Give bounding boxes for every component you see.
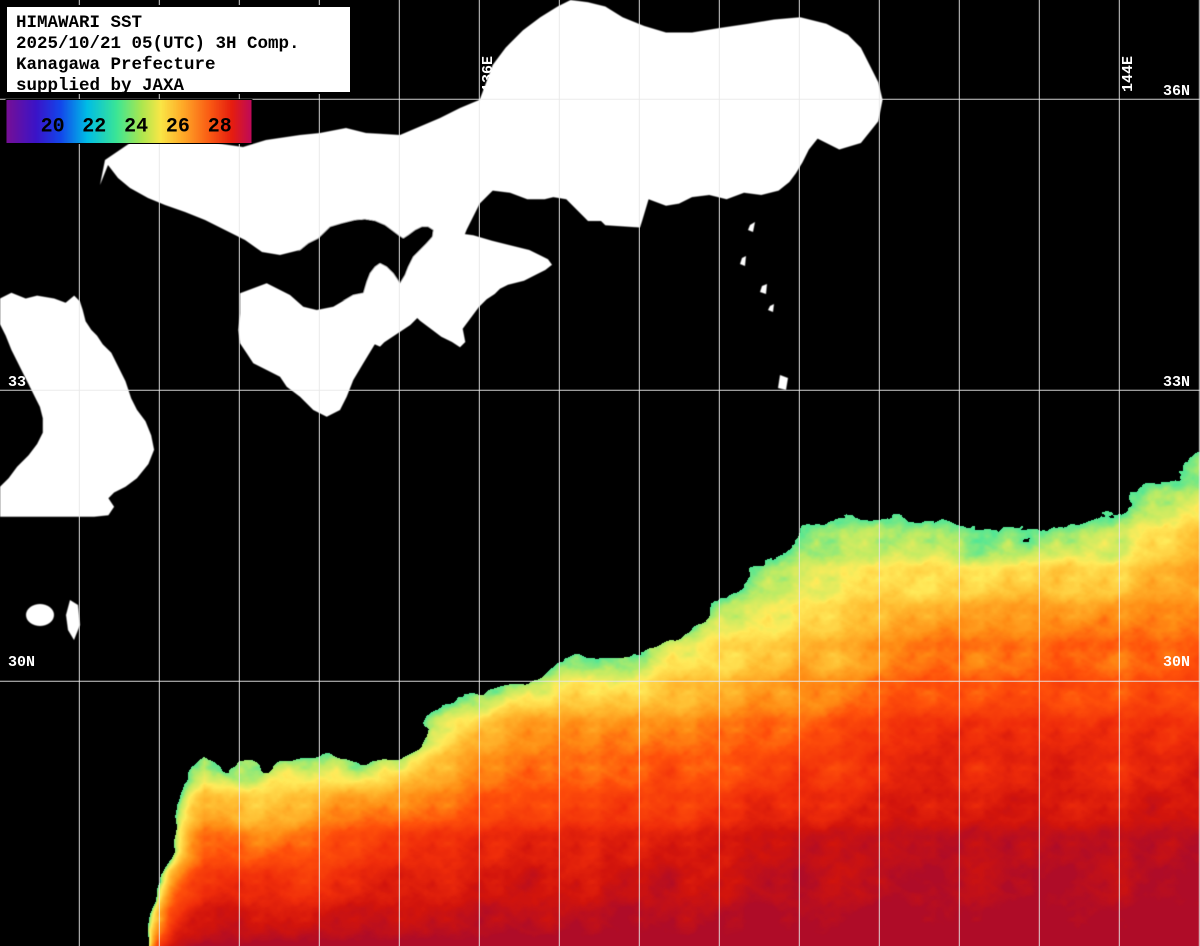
svg-text:144E: 144E (1120, 56, 1137, 92)
svg-text:HIMAWARI SST: HIMAWARI SST (16, 13, 142, 33)
svg-text:22: 22 (82, 116, 106, 139)
svg-text:26: 26 (166, 116, 190, 139)
svg-text:36N: 36N (1163, 83, 1190, 100)
svg-text:30N: 30N (1163, 654, 1190, 671)
svg-text:20: 20 (41, 116, 65, 139)
svg-text:Kanagawa Prefecture: Kanagawa Prefecture (16, 55, 216, 75)
svg-text:33: 33 (8, 374, 26, 391)
svg-text:supplied by JAXA: supplied by JAXA (16, 76, 185, 96)
svg-text:136E: 136E (480, 56, 497, 92)
svg-text:2025/10/21 05(UTC) 3H Comp.: 2025/10/21 05(UTC) 3H Comp. (16, 34, 300, 54)
svg-text:24: 24 (124, 116, 148, 139)
svg-text:33N: 33N (1163, 374, 1190, 391)
svg-text:28: 28 (208, 116, 232, 139)
svg-text:30N: 30N (8, 654, 35, 671)
